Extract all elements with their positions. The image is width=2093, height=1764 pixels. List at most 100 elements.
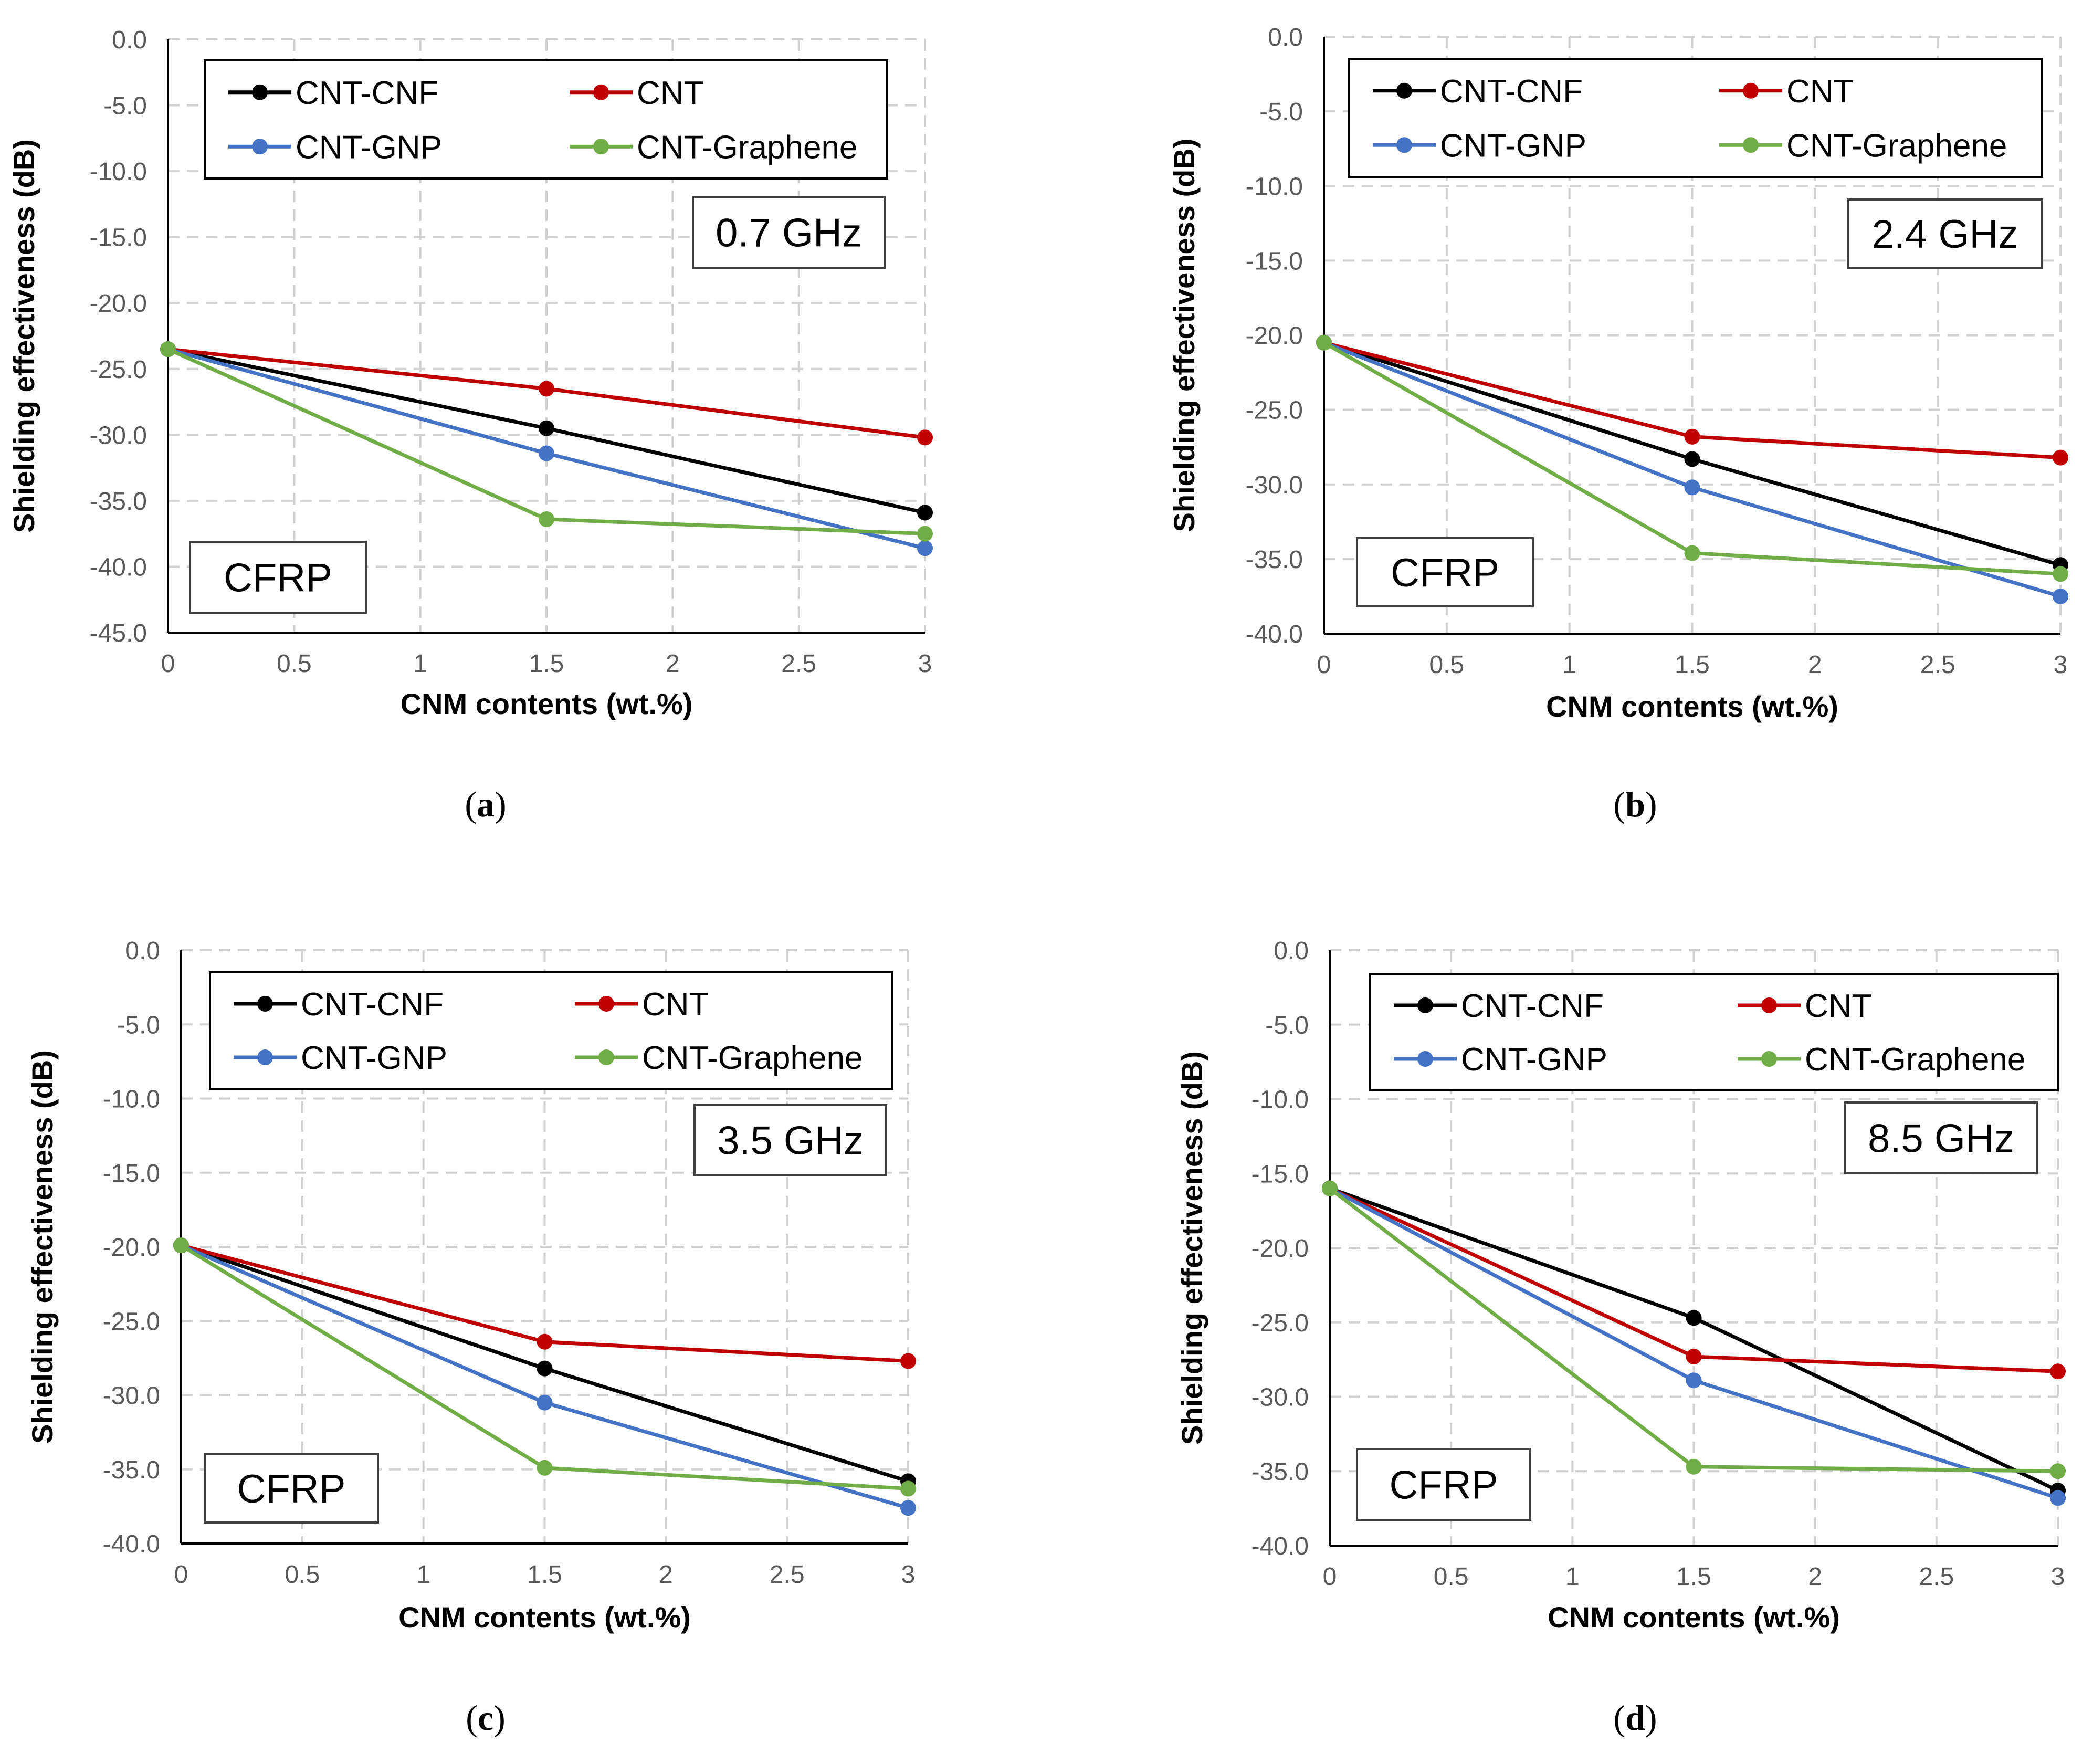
data-point [2050,1490,2066,1506]
y-tick-label: -40.0 [1251,1532,1309,1560]
legend-swatch-marker [252,139,268,155]
y-tick-label: 0.0 [125,937,160,965]
frequency-label: 2.4 GHz [1872,212,2018,257]
y-tick-label: 0.0 [1268,24,1303,51]
x-tick-label: 0.5 [277,650,312,678]
y-tick-label: -10.0 [103,1086,160,1114]
y-tick-label: -35.0 [103,1456,160,1484]
x-axis-title: CNM contents (wt.%) [1546,690,1838,723]
material-box [204,1453,379,1524]
x-tick-label: 3 [901,1561,916,1589]
y-tick-label: -40.0 [90,553,147,581]
panel-caption: (a) [465,784,506,824]
x-tick-label: 2 [666,650,680,678]
caption-letter: d [1625,1698,1645,1738]
legend-label: CNT-CNF [1461,988,1604,1024]
legend-label: CNT [1786,74,1853,110]
chart-panel-b: 0.0 -5.0 -10.0 -15.0 -20.0 -25.0 -30.0 -35.0 -40… [1168,24,2068,824]
frequency-box [692,196,886,269]
y-tick-label: -30.0 [90,422,147,449]
x-tick-label: 0 [174,1561,188,1589]
y-tick-label: -30.0 [1246,471,1303,499]
data-point [537,1334,553,1350]
data-point [1686,1348,1702,1364]
legend-swatch-marker [1743,82,1759,99]
legend-box [204,59,888,180]
data-point [537,1360,553,1377]
material-box [189,541,367,614]
data-point [1686,1458,1702,1475]
caption-open-paren: ( [1613,1698,1625,1738]
y-tick-label: -35.0 [1251,1458,1309,1486]
legend-label: CNT-GNP [296,129,442,165]
caption-close-paren: ) [495,784,507,824]
caption-close-paren: ) [1645,1698,1657,1738]
frequency-label: 8.5 GHz [1868,1117,2014,1161]
x-tick-label: 1.5 [1675,651,1710,679]
y-tick-label: 0.0 [112,26,147,54]
y-tick-label: -25.0 [1246,397,1303,425]
x-tick-label: 2.5 [1919,1563,1954,1591]
y-tick-label: -20.0 [1251,1235,1309,1263]
legend-label: CNT [637,75,703,111]
series-cnt-graphene [160,341,933,542]
chart-panel-c: 0.0 -5.0 -10.0 -15.0 -20.0 -25.0 -30.0 -35.0 -40… [26,937,916,1738]
legend-label: CNT-CNF [1440,74,1583,110]
data-point [2050,1363,2066,1380]
x-tick-label: 1 [1565,1563,1580,1591]
y-axis-title: Shielding effectiveness (dB) [1168,139,1201,532]
data-point [173,1237,189,1254]
x-tick-label: 1 [416,1561,430,1589]
legend: CNT-CNF CNT CNT-GNP CNT-Graphene [209,971,893,1090]
data-point [917,505,933,521]
y-tick-label: -25.0 [90,356,147,384]
x-tick-label: 0.5 [1429,651,1464,679]
y-tick-label: -25.0 [103,1308,160,1336]
frequency-box [1844,1101,2038,1174]
data-point [2053,588,2068,604]
frequency-label: 0.7 GHz [716,211,862,256]
panel-caption: (b) [1613,784,1657,824]
y-tick-label: -15.0 [1251,1160,1309,1188]
legend-swatch-marker [1396,137,1412,153]
x-tick-label: 0.5 [1434,1563,1469,1591]
legend-swatch-marker [252,84,268,100]
data-point [2050,1463,2066,1479]
legend-box [209,971,893,1090]
caption-close-paren: ) [493,1698,506,1738]
y-axis-title: Shielding effectiveness (dB) [1175,1051,1208,1445]
y-tick-label: 0.0 [1274,937,1309,965]
legend-label: CNT-GNP [1461,1042,1607,1078]
y-tick-label: -10.0 [1251,1086,1309,1114]
legend-box [1369,973,2059,1091]
legend-label: CNT-CNF [301,986,444,1023]
y-axis-title: Shielding effectiveness (dB) [26,1050,59,1444]
y-tick-label: -10.0 [1246,173,1303,201]
data-point [1684,479,1700,496]
data-point [917,526,933,542]
data-point [539,445,554,461]
x-tick-label: 1 [1562,651,1576,679]
data-point [1684,428,1700,445]
x-tick-label: 2 [1808,1563,1822,1591]
y-tick-label: -20.0 [103,1234,160,1262]
data-point [900,1480,916,1497]
x-tick-label: 3 [918,650,932,678]
series-cnt-graphene [1316,334,2068,582]
legend: CNT-CNF CNT CNT-GNP CNT-Graphene [204,59,888,180]
material-label: CFRP [1390,1463,1498,1508]
y-tick-label: -40.0 [103,1530,160,1558]
x-tick-label: 1.5 [529,650,564,678]
frequency-box [693,1104,887,1176]
chart-panel-a: 0.0 -5.0 -10.0 -15.0 -20.0 -25.0 -30.0 -35.0 -40… [7,26,933,824]
y-tick-label: -30.0 [1251,1384,1309,1412]
legend-label: CNT-Graphene [1786,128,2007,164]
x-tick-label: 0.5 [285,1561,320,1589]
legend-swatch-marker [1417,1051,1433,1067]
data-point [537,1394,553,1411]
y-tick-label: -15.0 [90,224,147,252]
y-tick-label: -5.0 [117,1011,160,1039]
legend-swatch-marker [598,995,614,1012]
legend-label: CNT [642,986,709,1023]
